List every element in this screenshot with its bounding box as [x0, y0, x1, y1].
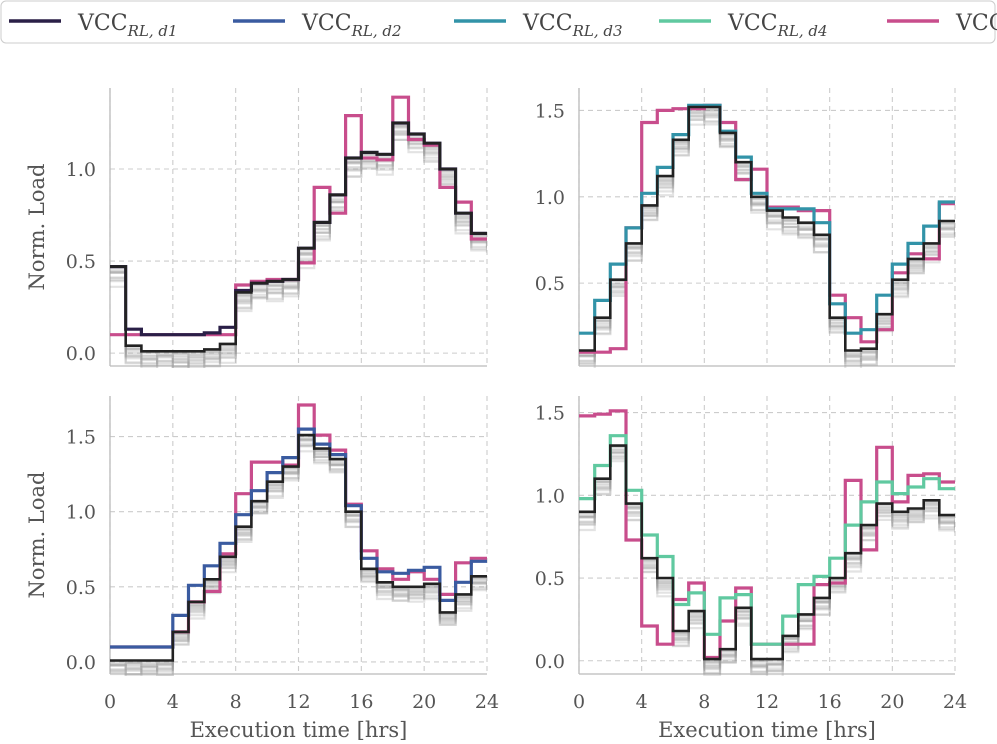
y-tick-label: 1.5	[535, 100, 565, 122]
series-line-sample-black	[110, 121, 487, 353]
y-tick-label: 1.0	[535, 485, 565, 507]
y-tick-label: 0.0	[535, 651, 565, 673]
y-tick-label: 0.5	[66, 577, 96, 599]
x-tick-label: 20	[412, 691, 436, 713]
x-tick-label: 24	[475, 691, 499, 713]
x-tick-label: 16	[818, 691, 842, 713]
y-tick-label: 0.0	[66, 343, 96, 365]
y-tick-label: 0.0	[66, 652, 96, 674]
legend-entry: VCC	[887, 11, 997, 36]
x-tick-label: 8	[230, 691, 242, 713]
y-axis-label: Norm. Load	[25, 472, 49, 599]
x-tick-label: 12	[286, 691, 310, 713]
series-line-sample-black	[579, 444, 955, 661]
legend-label: VCCRL, d4	[727, 11, 828, 40]
y-tick-label: 1.0	[535, 187, 565, 209]
x-tick-label: 0	[573, 691, 585, 713]
x-axis-label: Execution time [hrs]	[658, 718, 876, 742]
legend-label-main: VCC	[955, 11, 997, 36]
y-tick-label: 1.0	[66, 502, 96, 524]
x-tick-label: 20	[880, 691, 904, 713]
legend-label: VCCRL, d2	[301, 11, 402, 40]
series-line-sample-black	[110, 433, 487, 662]
y-axis-label: Norm. Load	[25, 164, 49, 291]
legend-label-main: VCC	[301, 11, 352, 36]
legend-label-sub: RL, d1	[127, 22, 178, 40]
plot-area	[110, 403, 487, 676]
y-tick-label: 0.5	[66, 251, 96, 273]
plot-area	[579, 103, 955, 368]
legend-label: VCC	[955, 11, 997, 36]
plot-area	[579, 409, 955, 676]
legend-label-sub: RL, d3	[572, 22, 623, 40]
y-tick-label: 1.5	[535, 403, 565, 425]
legend-label: VCCRL, d3	[522, 11, 623, 40]
chart-panel-top-left: 0.0 0.5 1.0 Norm. Load	[25, 88, 488, 368]
x-tick-label: 12	[755, 691, 779, 713]
legend-entry: VCCRL, d4	[659, 11, 828, 40]
x-tick-label: 4	[167, 691, 179, 713]
legend-entry: VCCRL, d3	[454, 11, 623, 40]
legend-label-main: VCC	[522, 11, 573, 36]
legend-label-main: VCC	[77, 11, 128, 36]
legend-entry: VCCRL, d1	[9, 11, 178, 40]
x-tick-label: 8	[698, 691, 710, 713]
y-tick-label: 1.0	[66, 159, 96, 181]
plot-area	[110, 95, 487, 368]
y-tick-label: 0.5	[535, 568, 565, 590]
x-tick-label: 16	[349, 691, 373, 713]
series-line-vcc-rl-d2	[110, 427, 487, 649]
chart-panel-bottom-left: 0.0 0.5 1.0 1.5 0 4 8 12 16 20 24 Norm. Load Executi…	[25, 396, 499, 742]
legend-label-sub: RL, d2	[351, 22, 402, 40]
legend-label-sub: RL, d4	[777, 22, 828, 40]
series-line-sample-black	[579, 105, 955, 352]
x-tick-label: 24	[943, 691, 967, 713]
legend-label: VCCRL, d1	[77, 11, 178, 40]
series-run-gray	[110, 123, 487, 354]
chart-panel-bottom-right: 0.0 0.5 1.0 1.5 0 4 8 12 16 20 24 Execution time [h…	[535, 396, 967, 742]
legend-entry: VCCRL, d2	[233, 11, 402, 40]
y-tick-label: 0.5	[535, 273, 565, 295]
chart-panel-top-right: 0.5 1.0 1.5	[535, 88, 956, 368]
x-tick-label: 0	[104, 691, 116, 713]
x-tick-label: 4	[636, 691, 648, 713]
legend-label-main: VCC	[727, 11, 778, 36]
x-axis-label: Execution time [hrs]	[190, 718, 408, 742]
y-tick-label: 1.5	[66, 427, 96, 449]
